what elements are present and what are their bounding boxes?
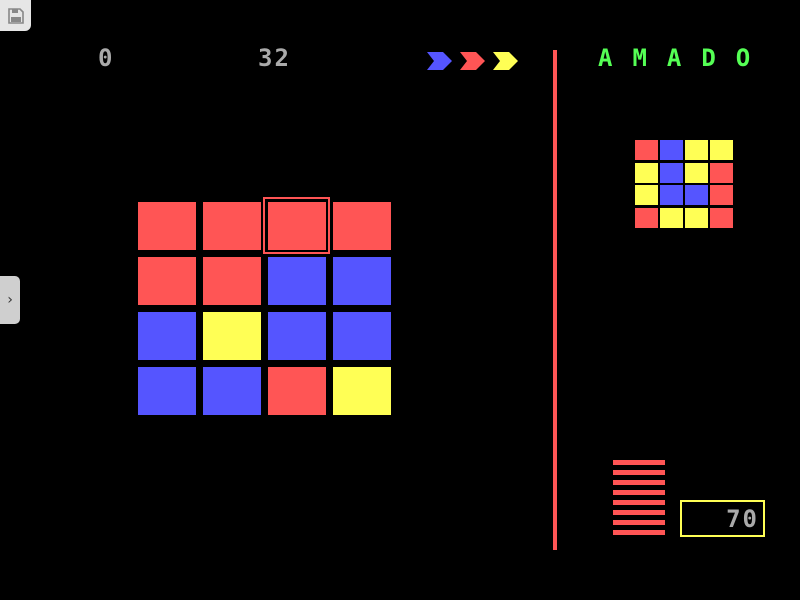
target-cell [635, 162, 658, 183]
target-cell [685, 162, 708, 183]
time-bar [613, 470, 665, 475]
board-cell[interactable] [333, 257, 391, 305]
save-button[interactable] [0, 0, 31, 31]
counter-box: 70 [680, 500, 765, 537]
board-cell[interactable] [203, 312, 261, 360]
time-bar [613, 490, 665, 495]
board-cell[interactable] [333, 202, 391, 250]
score-left: 0 [98, 44, 115, 72]
target-cell [635, 207, 658, 228]
target-cell [635, 140, 658, 160]
time-bar [613, 500, 665, 505]
score-mid: 32 [258, 44, 291, 72]
board-cell[interactable] [138, 257, 196, 305]
target-cell [710, 185, 733, 205]
target-cell [685, 140, 708, 160]
target-cell [660, 207, 683, 228]
arrow-red-icon [460, 52, 485, 70]
board-cell[interactable] [268, 257, 326, 305]
time-bar [613, 510, 665, 515]
board-cell[interactable] [333, 367, 391, 415]
target-cell [710, 162, 733, 183]
target-cell [660, 162, 683, 183]
board-cell[interactable] [138, 202, 196, 250]
target-cell [710, 140, 733, 160]
board-cell[interactable] [138, 312, 196, 360]
board-cell[interactable] [333, 312, 391, 360]
target-cell [685, 185, 708, 205]
counter-value: 70 [726, 505, 759, 533]
arrow-sequence [427, 52, 518, 70]
time-bar [613, 460, 665, 465]
target-cell [660, 140, 683, 160]
divider [553, 50, 557, 550]
board-cell[interactable] [138, 367, 196, 415]
board-cell[interactable] [203, 257, 261, 305]
arrow-yellow-icon [493, 52, 518, 70]
floppy-disk-icon [7, 7, 24, 24]
board-cell[interactable] [268, 367, 326, 415]
board-cell[interactable] [268, 312, 326, 360]
time-bar [613, 530, 665, 535]
target-cell [685, 207, 708, 228]
time-bar [613, 480, 665, 485]
chevron-right-icon: › [5, 292, 15, 308]
board-cell[interactable] [268, 202, 326, 250]
target-cell [660, 185, 683, 205]
side-panel-toggle[interactable]: › [0, 276, 20, 324]
time-bar [613, 520, 665, 525]
arrow-blue-icon [427, 52, 452, 70]
target-cell [710, 207, 733, 228]
board-cell[interactable] [203, 202, 261, 250]
board-cell[interactable] [203, 367, 261, 415]
game-title: AMADO [598, 44, 771, 72]
selection-cursor [263, 197, 330, 254]
target-cell [635, 185, 658, 205]
